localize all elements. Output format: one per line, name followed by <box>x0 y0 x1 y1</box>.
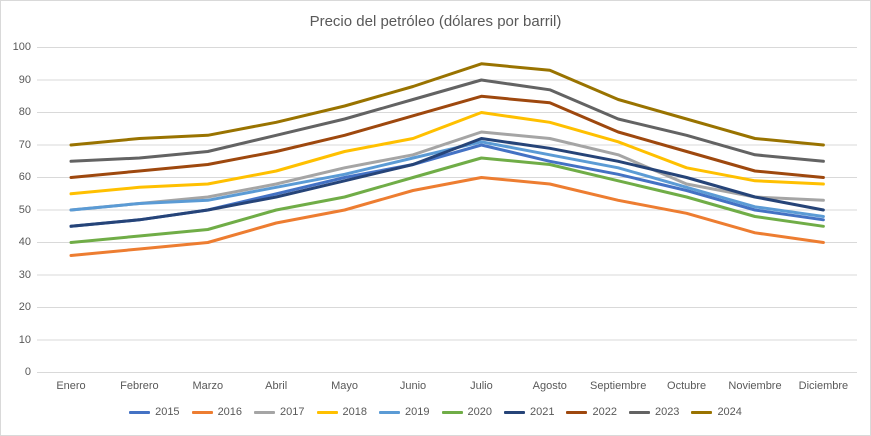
chart-title: Precio del petróleo (dólares por barril) <box>309 13 562 30</box>
legend-item-2016: 2016 <box>191 406 243 418</box>
y-tick-label-40: 40 <box>18 236 31 248</box>
legend-label-2018: 2018 <box>342 406 368 418</box>
x-tick-label-diciembre: Diciembre <box>798 380 849 392</box>
legend-swatch-2019 <box>379 410 401 414</box>
y-tick-label-60: 60 <box>18 171 31 183</box>
x-tick-label-marzo: Marzo <box>192 380 224 392</box>
legend-label-2021: 2021 <box>529 406 555 418</box>
legend-swatch-2015 <box>129 410 151 414</box>
legend-swatch-2021 <box>503 410 525 414</box>
series-line-2023 <box>69 78 825 163</box>
legend-label-2020: 2020 <box>467 406 492 418</box>
legend-item-2021: 2021 <box>503 406 555 418</box>
y-tick-label-70: 70 <box>18 138 31 151</box>
legend-swatch-2023 <box>628 410 650 414</box>
legend-label-2023: 2023 <box>654 406 680 418</box>
legend-item-2023: 2023 <box>628 406 680 418</box>
legend-swatch-2024 <box>691 410 713 414</box>
legend-item-2022: 2022 <box>566 406 617 418</box>
series-line-2017 <box>69 130 825 212</box>
series-line-2020 <box>69 156 825 244</box>
y-tick-label-50: 50 <box>18 203 31 216</box>
legend: 2015 2016 2017 2018 2019 2020 2021 2022 2023 2024 <box>1 406 870 418</box>
y-tick-label-100: 100 <box>12 41 31 53</box>
legend-item-2018: 2018 <box>316 406 368 418</box>
series-line-2018 <box>69 111 825 196</box>
x-tick-label-octubre: Octubre <box>667 380 707 392</box>
y-tick-label-20: 20 <box>18 301 31 313</box>
legend-label-2015: 2015 <box>155 406 180 418</box>
legend-label-2016: 2016 <box>217 406 243 418</box>
x-tick-label-enero: Enero <box>56 380 86 392</box>
y-tick-label-80: 80 <box>18 106 31 118</box>
x-tick-label-agosto: Agosto <box>532 380 567 392</box>
x-tick-label-mayo: Mayo <box>331 380 359 392</box>
legend-label-2024: 2024 <box>717 406 742 418</box>
legend-swatch-2018 <box>316 410 338 414</box>
legend-item-2020: 2020 <box>441 406 492 418</box>
x-tick-label-junio: Junio <box>399 380 427 392</box>
x-tick-label-abril: Abril <box>265 380 288 392</box>
x-tick-label-julio: Julio <box>470 380 493 392</box>
x-tick-label-noviembre: Noviembre <box>728 380 782 392</box>
legend-swatch-2016 <box>191 410 213 414</box>
y-tick-label-10: 10 <box>18 333 31 346</box>
legend-item-2015: 2015 <box>129 406 180 418</box>
legend-swatch-2022 <box>566 410 588 414</box>
legend-item-2019: 2019 <box>379 406 430 418</box>
legend-label-2019: 2019 <box>405 406 430 418</box>
legend-label-2017: 2017 <box>280 406 305 418</box>
series-line-2016 <box>69 176 825 257</box>
legend-label-2022: 2022 <box>592 406 617 418</box>
series-line-2022 <box>69 94 825 179</box>
legend-swatch-2020 <box>441 410 463 414</box>
y-tick-label-0: 0 <box>24 366 31 378</box>
legend-item-2017: 2017 <box>254 406 305 418</box>
legend-item-2024: 2024 <box>691 406 742 418</box>
series-line-2024 <box>69 62 825 147</box>
legend-swatch-2017 <box>254 410 276 414</box>
y-tick-label-30: 30 <box>18 268 31 281</box>
x-tick-label-septiembre: Septiembre <box>590 380 647 392</box>
x-tick-label-febrero: Febrero <box>120 380 159 392</box>
y-tick-label-90: 90 <box>18 73 31 86</box>
series-line-2021 <box>69 137 825 228</box>
